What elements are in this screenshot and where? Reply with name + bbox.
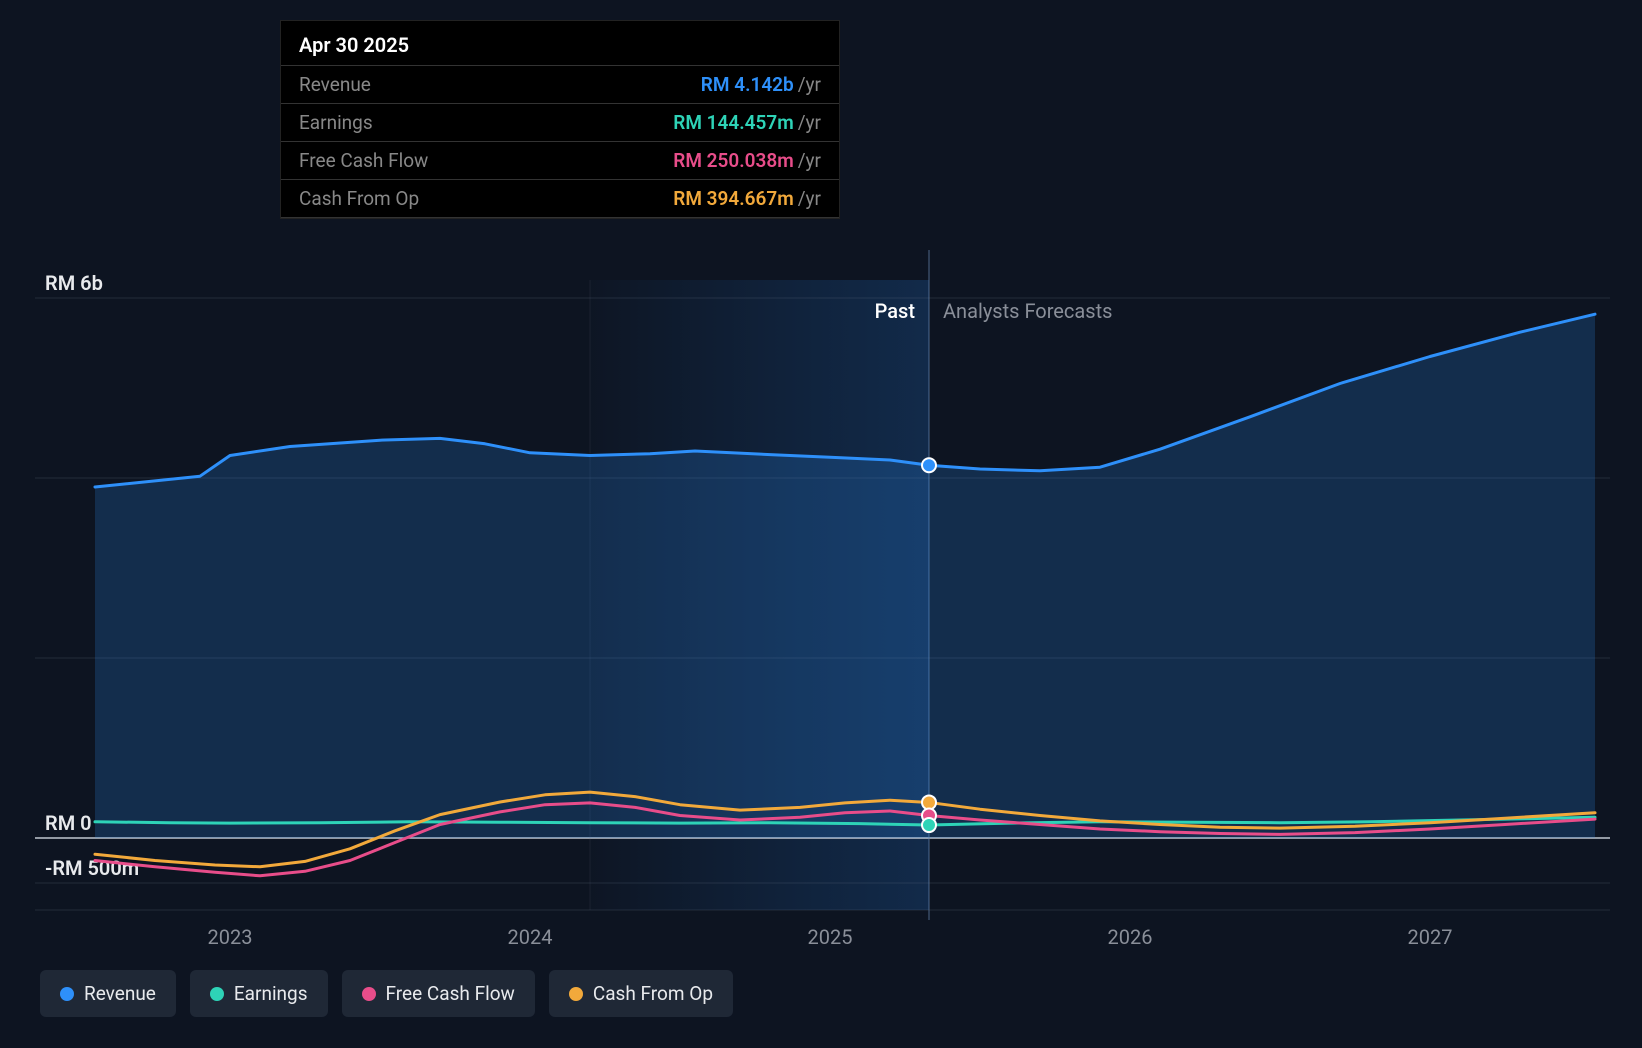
- tooltip-value: RM 4.142b: [701, 73, 794, 96]
- legend-label: Revenue: [84, 982, 156, 1005]
- chart-legend: Revenue Earnings Free Cash Flow Cash From O…: [40, 970, 733, 1017]
- section-label-past: Past: [875, 299, 916, 323]
- legend-dot-icon: [569, 987, 583, 1001]
- tooltip-label: Earnings: [299, 111, 373, 134]
- x-tick-label: 2026: [1108, 925, 1153, 949]
- legend-item-cfo[interactable]: Cash From Op: [549, 970, 733, 1017]
- tooltip-row-revenue: Revenue RM 4.142b/yr: [281, 65, 839, 103]
- legend-dot-icon: [60, 987, 74, 1001]
- legend-label: Free Cash Flow: [386, 982, 515, 1005]
- legend-item-earnings[interactable]: Earnings: [190, 970, 328, 1017]
- tooltip-suffix: /yr: [798, 149, 821, 172]
- tooltip-row-free-cash-flow: Free Cash Flow RM 250.038m/yr: [281, 141, 839, 179]
- crosshair-marker-earnings: [922, 818, 936, 832]
- y-tick-label: RM 0: [45, 811, 92, 835]
- x-tick-label: 2025: [808, 925, 853, 949]
- y-tick-label: -RM 500m: [45, 856, 139, 880]
- legend-dot-icon: [362, 987, 376, 1001]
- legend-dot-icon: [210, 987, 224, 1001]
- section-label-future: Analysts Forecasts: [943, 299, 1112, 323]
- crosshair-marker-revenue: [922, 458, 936, 472]
- x-tick-label: 2024: [508, 925, 553, 949]
- tooltip-label: Cash From Op: [299, 187, 419, 210]
- y-tick-label: RM 6b: [45, 271, 103, 295]
- tooltip-label: Free Cash Flow: [299, 149, 428, 172]
- tooltip-suffix: /yr: [798, 187, 821, 210]
- legend-item-fcf[interactable]: Free Cash Flow: [342, 970, 535, 1017]
- chart-tooltip: Apr 30 2025 Revenue RM 4.142b/yr Earnings R…: [280, 20, 840, 219]
- tooltip-label: Revenue: [299, 73, 371, 96]
- tooltip-value: RM 394.667m: [673, 187, 793, 210]
- tooltip-value: RM 250.038m: [673, 149, 793, 172]
- x-tick-label: 2027: [1408, 925, 1453, 949]
- tooltip-suffix: /yr: [798, 111, 821, 134]
- legend-label: Earnings: [234, 982, 308, 1005]
- legend-item-revenue[interactable]: Revenue: [40, 970, 176, 1017]
- legend-label: Cash From Op: [593, 982, 713, 1005]
- crosshair-marker-cfo: [922, 795, 936, 809]
- tooltip-value: RM 144.457m: [673, 111, 793, 134]
- tooltip-date: Apr 30 2025: [281, 21, 839, 65]
- x-tick-label: 2023: [208, 925, 253, 949]
- tooltip-row-cash-from-op: Cash From Op RM 394.667m/yr: [281, 179, 839, 218]
- tooltip-row-earnings: Earnings RM 144.457m/yr: [281, 103, 839, 141]
- tooltip-suffix: /yr: [798, 73, 821, 96]
